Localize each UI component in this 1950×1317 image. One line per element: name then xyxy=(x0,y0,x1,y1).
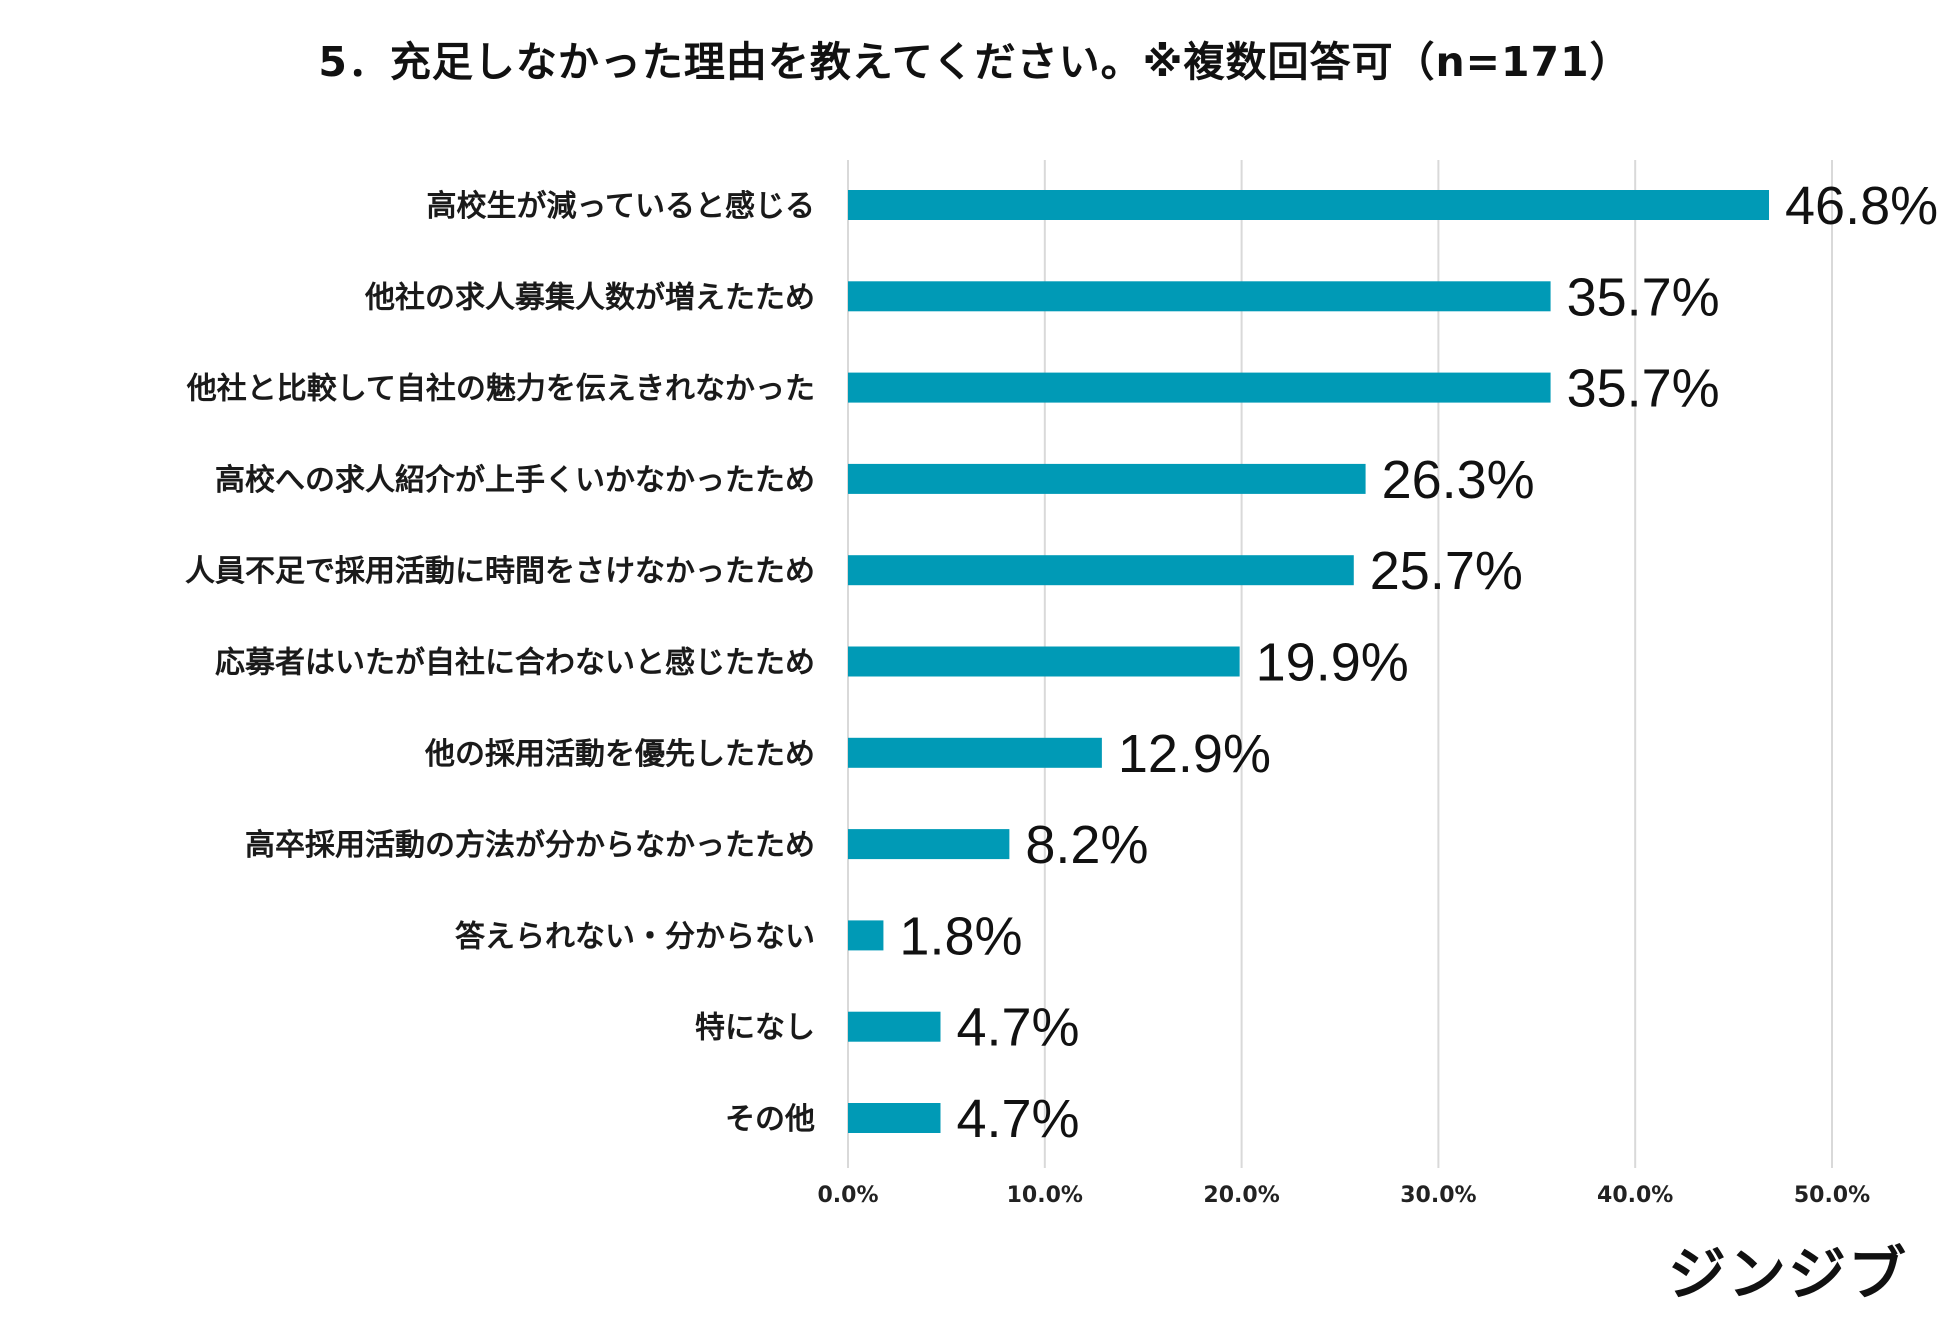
category-label: 高校生が減っていると感じる xyxy=(427,189,816,224)
category-label: 他の採用活動を優先したため xyxy=(424,737,815,772)
x-tick-label: 50.0% xyxy=(1794,1183,1870,1208)
data-label: 25.7% xyxy=(1370,541,1523,601)
chart-title: 5．充足しなかった理由を教えてください。※複数回答可（n=171） xyxy=(318,38,1632,86)
bar xyxy=(848,190,1770,220)
bar xyxy=(848,372,1551,403)
category-label: 人員不足で採用活動に時間をさけなかったため xyxy=(185,554,815,589)
x-tick-label: 0.0% xyxy=(817,1183,878,1208)
x-tick-label: 20.0% xyxy=(1203,1183,1279,1208)
bar xyxy=(848,555,1354,586)
bars xyxy=(848,190,1770,1133)
data-label: 35.7% xyxy=(1567,359,1720,419)
category-labels: 高校生が減っていると感じる他社の求人募集人数が増えたため他社と比較して自社の魅力… xyxy=(185,189,815,1137)
data-label: 4.7% xyxy=(956,998,1079,1058)
bar xyxy=(848,920,884,951)
brand-logo: ジンジブ xyxy=(1667,1240,1908,1308)
bar xyxy=(848,281,1551,312)
category-label: 他社の求人募集人数が増えたため xyxy=(364,280,815,315)
data-label: 8.2% xyxy=(1025,815,1148,875)
category-label: 答えられない・分からない xyxy=(455,919,815,954)
data-label: 4.7% xyxy=(956,1089,1079,1149)
value-labels: 46.8% 35.7% 35.7% 26.3% 25.7% 19.9% 12.9% 8.2%1… xyxy=(899,176,1938,1149)
data-label: 12.9% xyxy=(1118,724,1271,784)
category-label: 他社と比較して自社の魅力を伝えきれなかった xyxy=(186,372,815,407)
bar xyxy=(848,463,1366,494)
bar xyxy=(848,646,1240,677)
data-label: 46.8% xyxy=(1785,176,1938,236)
category-label: 応募者はいたが自社に合わないと感じたため xyxy=(215,646,815,681)
bar xyxy=(848,1103,941,1133)
x-tick-label: 40.0% xyxy=(1597,1183,1673,1208)
category-label: 高卒採用活動の方法が分からなかったため xyxy=(245,828,815,863)
data-label: 1.8% xyxy=(899,906,1022,966)
bar xyxy=(848,737,1102,768)
category-label: 高校への求人紹介が上手くいかなかったため xyxy=(215,463,815,498)
data-label: 19.9% xyxy=(1256,633,1409,693)
x-tick-label: 30.0% xyxy=(1400,1183,1476,1208)
bar xyxy=(848,829,1010,860)
bar xyxy=(848,1011,941,1042)
data-label: 26.3% xyxy=(1382,450,1535,510)
x-axis-ticks: 0.0% 10.0% 20.0% 30.0% 40.0% 50.0% xyxy=(817,1183,1870,1208)
data-label: 35.7% xyxy=(1567,267,1720,327)
x-tick-label: 10.0% xyxy=(1007,1183,1083,1208)
category-label: 特になし xyxy=(695,1011,815,1046)
category-label: その他 xyxy=(725,1102,815,1137)
